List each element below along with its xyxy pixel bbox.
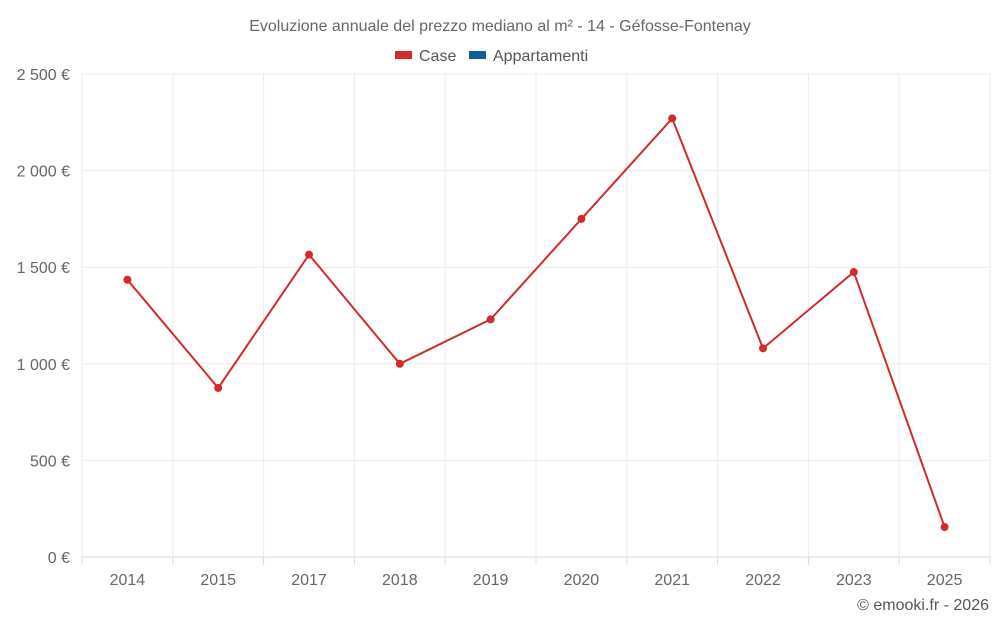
series-line	[126, 117, 946, 528]
legend-swatch-appartamenti[interactable]	[469, 51, 486, 59]
y-axis: 0 € 500 € 1 000 € 1 500 € 2 000 € 2 500 €	[17, 67, 70, 567]
data-point[interactable]: 2015: 875	[214, 383, 223, 392]
x-tick-label: 2014	[110, 572, 146, 589]
x-tick-label: 2017	[291, 572, 327, 589]
y-tick-label: 1 500 €	[17, 260, 70, 277]
y-tick-label: 2 000 €	[17, 164, 70, 181]
data-point[interactable]: 2021: 2270	[668, 114, 677, 123]
data-point[interactable]: 2023: 1475	[849, 268, 858, 277]
data-point[interactable]: 2017: 1565	[305, 250, 313, 259]
legend-label-case[interactable]: Case	[419, 48, 456, 65]
grid	[81, 73, 991, 565]
x-tick-label: 2018	[382, 572, 418, 589]
x-tick-label: 2025	[927, 572, 963, 589]
legend-label-appartamenti[interactable]: Appartamenti	[493, 48, 588, 65]
data-point[interactable]: 2025: 155	[940, 523, 949, 532]
x-tick-label: 2023	[836, 572, 872, 589]
y-tick-label: 500 €	[30, 453, 70, 470]
x-tick-label: 2022	[745, 572, 781, 589]
x-tick-label: 2021	[654, 572, 690, 589]
y-tick-label: 2 500 €	[17, 67, 70, 84]
data-point[interactable]: 2014: 1435	[123, 275, 132, 284]
credit-text: © emooki.fr - 2026	[857, 597, 989, 614]
y-tick-label: 0 €	[48, 550, 70, 567]
x-axis: 2014 2015 2017 2018 2019 2020 2021 2022 2023 2025	[110, 572, 963, 589]
data-point[interactable]: 2020: 1750	[577, 214, 586, 223]
legend: Case Appartamenti	[395, 48, 588, 65]
x-tick-label: 2015	[200, 572, 236, 589]
legend-swatch-case[interactable]	[395, 51, 412, 59]
y-tick-label: 1 000 €	[17, 357, 70, 374]
x-tick-label: 2019	[473, 572, 509, 589]
data-point[interactable]: 2019: 1230	[486, 315, 495, 324]
data-point[interactable]: 2022: 1080	[759, 344, 767, 353]
chart-title: Evoluzione annuale del prezzo mediano al…	[249, 18, 751, 35]
x-tick-label: 2020	[564, 572, 600, 589]
